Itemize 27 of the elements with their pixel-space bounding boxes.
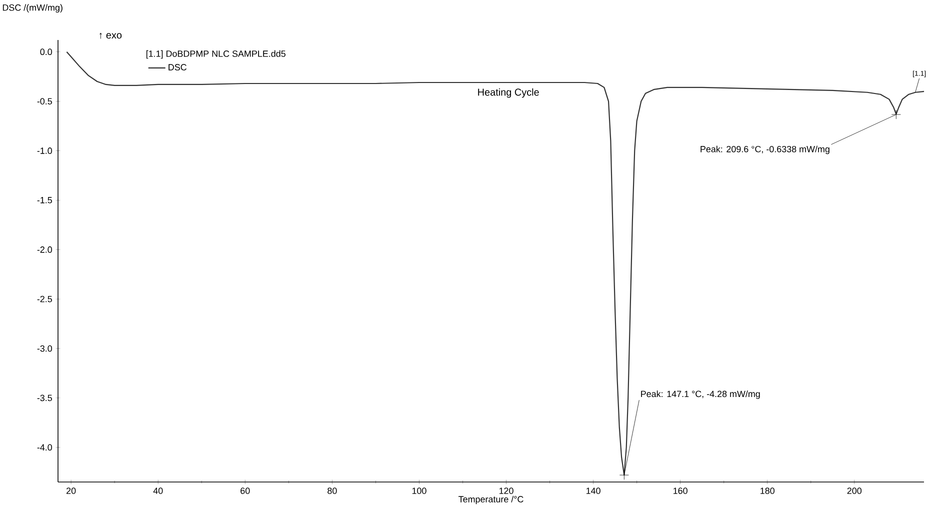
annotation: Heating Cycle xyxy=(478,88,539,98)
y-tick-label: 0.0 xyxy=(40,48,52,56)
legend-label: DSC xyxy=(168,64,186,70)
y-tick-label: -2.5 xyxy=(37,296,52,302)
x-axis-title: Temperature /°C xyxy=(458,496,524,504)
y-tick-label: -2.0 xyxy=(37,246,52,253)
x-tick-label: 200 xyxy=(847,488,862,494)
y-tick-label: -3.5 xyxy=(37,394,52,402)
y-axis-title: DSC /(mW/mg) xyxy=(2,4,62,13)
x-tick-label: 140 xyxy=(586,488,600,494)
x-tick-label: 60 xyxy=(240,488,250,494)
y-tick-label: -1.5 xyxy=(37,197,52,204)
annotation: Peak: 209.6 °C, -0.6338 mW/mg xyxy=(700,146,830,154)
x-tick-label: 180 xyxy=(760,488,774,494)
y-tick-label: -4.0 xyxy=(37,444,52,451)
x-tick-label: 100 xyxy=(412,488,426,494)
annotation: Peak: 147.1 °C, -4.28 mW/mg xyxy=(641,390,760,399)
y-tick-label: -3.0 xyxy=(37,345,52,352)
x-tick-label: 120 xyxy=(499,488,514,494)
x-tick-label: 20 xyxy=(66,488,76,494)
y-tick-label: -1.0 xyxy=(37,148,52,154)
x-tick-label: 160 xyxy=(674,488,688,494)
y-tick-label: -0.5 xyxy=(37,98,52,104)
text: ↑ exo xyxy=(100,32,122,39)
x-tick-label: 40 xyxy=(153,488,163,494)
x-tick-label: 80 xyxy=(328,488,337,494)
legend-title: [1.1] DoBDPMP NLC SAMPLE.dd5 xyxy=(146,50,286,59)
